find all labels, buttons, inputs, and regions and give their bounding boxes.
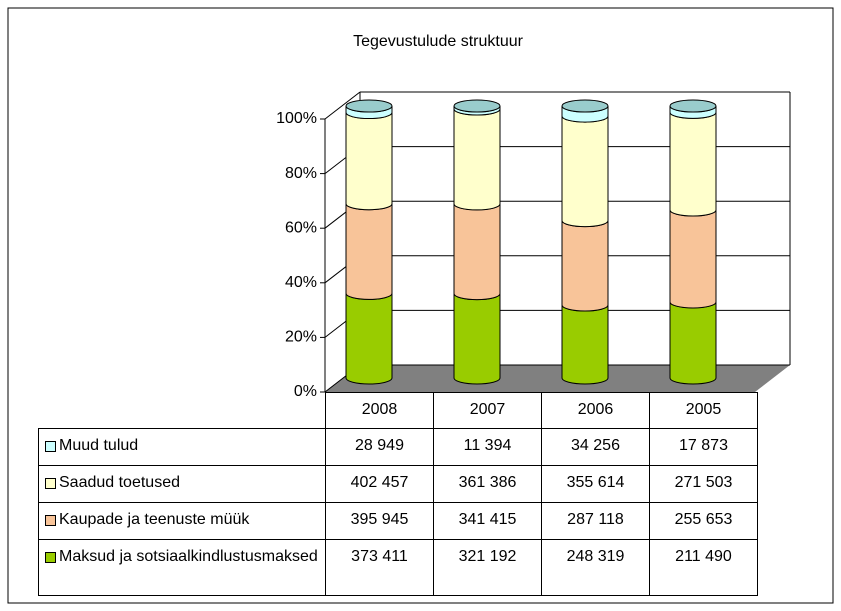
legend-entry: Maksud ja sotsiaalkindlustusmaksed: [38, 539, 326, 596]
legend-swatch: [45, 552, 56, 563]
legend-swatch: [45, 515, 56, 526]
table-value: 361 386: [433, 465, 542, 503]
table-value: 373 411: [325, 539, 434, 596]
legend-entry: Muud tulud: [38, 428, 326, 466]
cylinder-segment: [561, 304, 609, 385]
cylinder-top: [561, 99, 609, 113]
table-value: 248 319: [541, 539, 650, 596]
cylinder-segment: [561, 115, 609, 228]
cylinder-segment: [561, 220, 609, 312]
legend-swatch: [45, 441, 56, 452]
cylinder-segment: [669, 209, 717, 309]
table-value: 321 192: [433, 539, 542, 596]
table-value: 341 415: [433, 502, 542, 540]
y-tick-label: 20%: [285, 329, 317, 346]
y-tick-label: 40%: [285, 274, 317, 291]
table-value: 355 614: [541, 465, 650, 503]
cylinder-top: [453, 99, 501, 113]
table-value: 287 118: [541, 502, 650, 540]
table-value: 395 945: [325, 502, 434, 540]
legend-swatch: [45, 478, 56, 489]
table-value: 271 503: [649, 465, 758, 503]
cylinder-segment: [669, 112, 717, 217]
table-header: 2007: [433, 392, 542, 429]
legend-entry: Saadud toetused: [38, 465, 326, 503]
cylinder-top: [669, 99, 717, 113]
table-value: 211 490: [649, 539, 758, 596]
floor: [325, 365, 790, 392]
table-header: 2006: [541, 392, 650, 429]
table-value: 34 256: [541, 428, 650, 466]
table-value: 11 394: [433, 428, 542, 466]
y-tick-label: 100%: [276, 110, 317, 127]
cylinder-segment: [345, 203, 393, 300]
table-value: 28 949: [325, 428, 434, 466]
table-value: 17 873: [649, 428, 758, 466]
cylinder-segment: [345, 112, 393, 211]
table-header: 2008: [325, 392, 434, 429]
cylinder-segment: [453, 203, 501, 301]
cylinder-segment: [453, 108, 501, 211]
cylinder-segment: [669, 301, 717, 385]
chart-title: Tegevustulude struktuur: [353, 33, 524, 50]
y-tick-label: 60%: [285, 219, 317, 236]
cylinder-segment: [345, 293, 393, 385]
cylinder-top: [345, 99, 393, 113]
table-value: 255 653: [649, 502, 758, 540]
table-header: 2005: [649, 392, 758, 429]
cylinder-segment: [453, 293, 501, 385]
table-value: 402 457: [325, 465, 434, 503]
grid-line: [324, 91, 361, 120]
legend-entry: Kaupade ja teenuste müük: [38, 502, 326, 540]
y-tick-label: 0%: [294, 383, 317, 400]
y-tick-label: 80%: [285, 165, 317, 182]
